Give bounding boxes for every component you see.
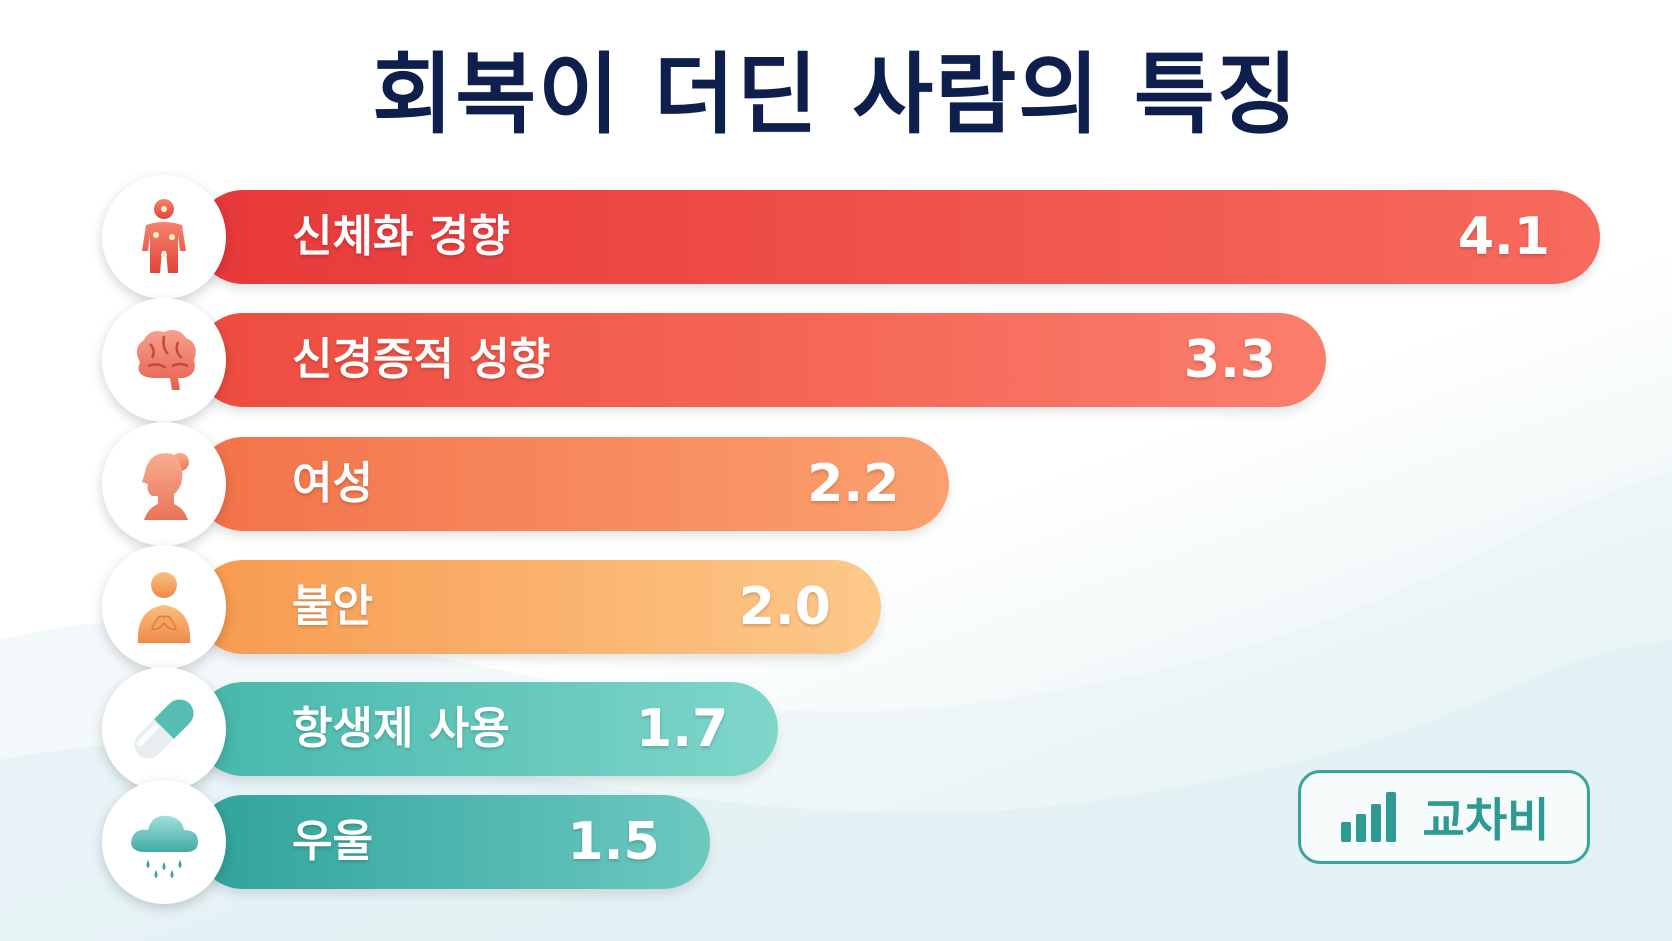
category-label: 항생제 사용	[292, 703, 510, 754]
brand-label: 교차비	[1422, 793, 1550, 847]
woman-head-icon	[102, 422, 226, 546]
rain-cloud-icon	[102, 780, 226, 904]
bar-chart-icon	[1340, 792, 1396, 842]
bar-4	[196, 560, 881, 654]
anxious-person-icon	[102, 545, 226, 669]
value-label: 3.3	[1183, 330, 1277, 390]
value-label: 2.2	[807, 454, 900, 514]
value-label: 2.0	[738, 577, 831, 637]
body-pain-icon	[102, 175, 226, 299]
page-title: 회복이 더딘 사람의 특징	[372, 43, 1300, 146]
bar-5	[196, 682, 779, 776]
category-label: 우울	[292, 816, 373, 867]
bar-6	[196, 795, 710, 889]
value-label: 1.5	[567, 812, 660, 872]
category-label: 신체화 경향	[292, 211, 510, 262]
bar-1	[196, 190, 1600, 284]
value-label: 1.7	[636, 699, 729, 759]
category-label: 신경증적 성향	[292, 334, 551, 385]
bar-3	[196, 437, 950, 531]
category-label: 여성	[292, 458, 373, 509]
brain-icon	[102, 298, 226, 422]
category-label: 불안	[292, 581, 373, 632]
pill-capsule-icon	[102, 667, 226, 791]
bar-2	[196, 313, 1327, 407]
value-label: 4.1	[1457, 207, 1550, 267]
brand-badge: 교차비	[1298, 770, 1590, 864]
